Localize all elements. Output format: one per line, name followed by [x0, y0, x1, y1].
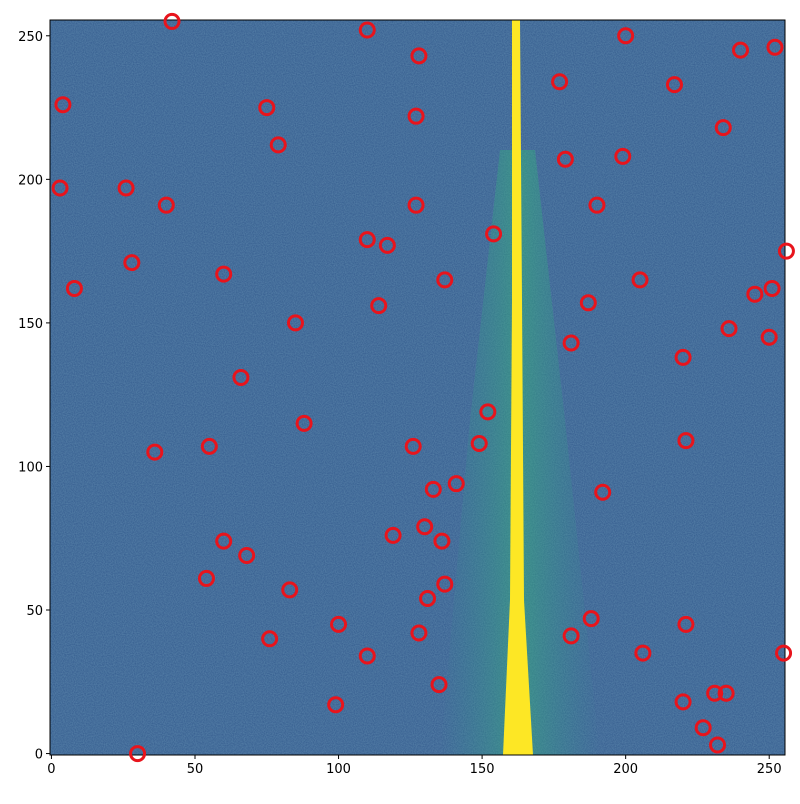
source-marker [614, 147, 632, 165]
source-marker [665, 76, 683, 94]
source-marker [720, 320, 738, 338]
source-marker [594, 483, 612, 501]
streak [503, 20, 533, 755]
source-marker [295, 414, 313, 432]
source-marker [763, 279, 781, 297]
source-marker [436, 271, 454, 289]
source-marker [157, 196, 175, 214]
source-marker [261, 630, 279, 648]
source-marker [370, 297, 388, 315]
source-marker [731, 41, 749, 59]
source-marker [766, 38, 784, 56]
source-marker [54, 96, 72, 114]
x-tick-label: 100 [326, 762, 351, 777]
source-marker [407, 196, 425, 214]
source-marker [410, 47, 428, 65]
source-marker [232, 368, 250, 386]
source-marker [215, 265, 233, 283]
source-marker [419, 590, 437, 608]
source-marker [634, 644, 652, 662]
source-marker [433, 532, 451, 550]
x-tick-label: 0 [47, 762, 55, 777]
source-marker [117, 179, 135, 197]
source-marker [378, 236, 396, 254]
source-marker [197, 569, 215, 587]
source-marker [588, 196, 606, 214]
source-marker [51, 179, 69, 197]
source-marker [562, 334, 580, 352]
source-marker [238, 546, 256, 564]
source-marker [709, 736, 727, 754]
source-marker [551, 73, 569, 91]
source-marker [269, 136, 287, 154]
x-tick-label: 150 [470, 762, 495, 777]
source-marker [777, 242, 795, 260]
source-marker [706, 684, 724, 702]
source-marker [436, 575, 454, 593]
source-marker [485, 225, 503, 243]
source-marker [407, 107, 425, 125]
source-marker [146, 443, 164, 461]
plot-frame [49, 19, 786, 756]
source-marker [358, 21, 376, 39]
source-marker [582, 610, 600, 628]
source-marker [200, 437, 218, 455]
source-marker [617, 27, 635, 45]
source-marker [447, 475, 465, 493]
source-marker [470, 434, 488, 452]
source-marker [430, 676, 448, 694]
y-tick-label: 200 [18, 173, 43, 188]
source-marker [384, 526, 402, 544]
source-marker [286, 314, 304, 332]
source-marker [123, 254, 141, 272]
y-tick-label: 250 [18, 30, 43, 45]
y-tick-label: 0 [35, 748, 43, 763]
source-marker [416, 518, 434, 536]
image [50, 20, 785, 755]
y-tick-label: 50 [26, 604, 43, 619]
source-marker [694, 719, 712, 737]
source-marker [358, 647, 376, 665]
source-marker [717, 684, 735, 702]
source-marker [281, 581, 299, 599]
y-tick-label: 100 [18, 460, 43, 475]
source-marker [65, 279, 83, 297]
source-marker [327, 696, 345, 714]
source-marker [424, 480, 442, 498]
source-marker [410, 624, 428, 642]
source-marker [479, 403, 497, 421]
source-marker [129, 745, 147, 763]
source-marker [677, 432, 695, 450]
source-marker [674, 693, 692, 711]
source-marker [674, 348, 692, 366]
y-tick-label: 150 [18, 317, 43, 332]
source-marker [631, 271, 649, 289]
source-marker [677, 615, 695, 633]
image-noise [50, 20, 785, 755]
source-marker [746, 285, 764, 303]
source-marker [258, 99, 276, 117]
source-marker [775, 644, 793, 662]
x-tick-label: 50 [187, 762, 204, 777]
source-marker [163, 12, 181, 30]
source-marker [556, 150, 574, 168]
x-tick-label: 250 [757, 762, 782, 777]
source-marker [714, 119, 732, 137]
source-marker [215, 532, 233, 550]
source-marker [330, 615, 348, 633]
x-tick-label: 200 [613, 762, 638, 777]
source-marker [760, 328, 778, 346]
source-marker [579, 294, 597, 312]
source-marker [404, 437, 422, 455]
source-marker [358, 231, 376, 249]
source-marker [562, 627, 580, 645]
